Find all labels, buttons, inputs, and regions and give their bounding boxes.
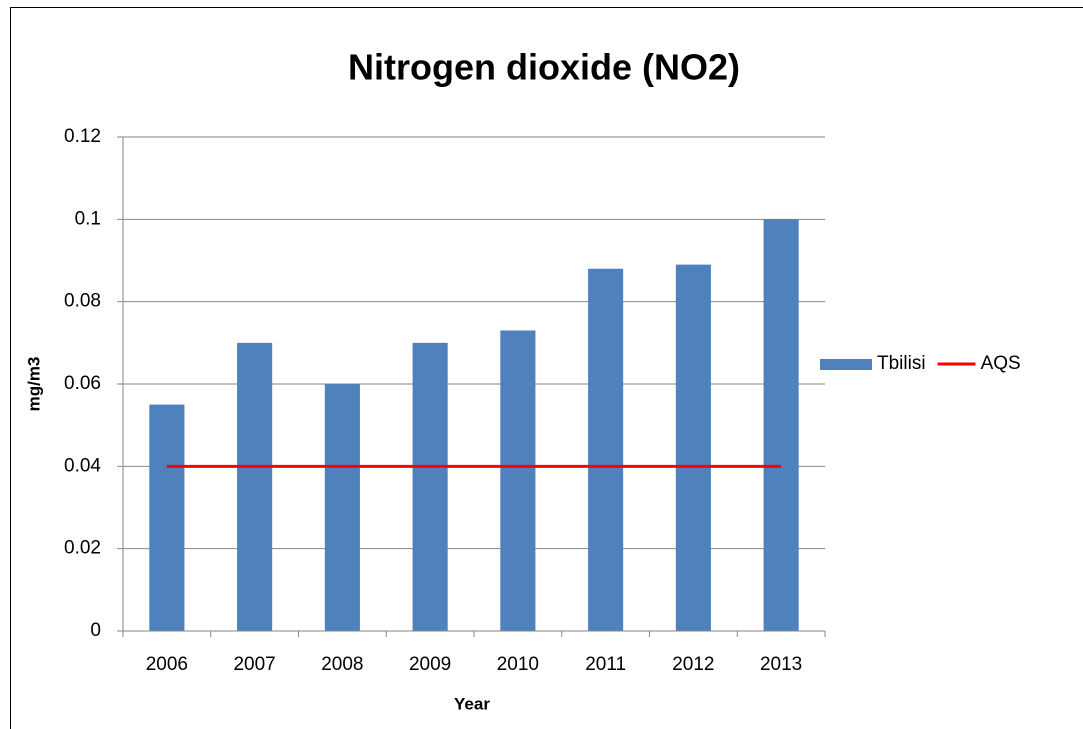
y-tick-label: 0.12 [64, 126, 101, 147]
y-tick-label: 0 [90, 620, 101, 641]
y-tick-label: 0.04 [64, 455, 101, 476]
chart-title: Nitrogen dioxide (NO2) [348, 47, 740, 88]
x-tick-label: 2009 [409, 654, 451, 675]
legend-label: Tbilisi [877, 353, 926, 374]
x-tick-label: 2013 [760, 654, 802, 675]
legend-label: AQS [981, 353, 1021, 374]
y-tick-label: 0.08 [64, 291, 101, 312]
y-tick-label: 0.02 [64, 538, 101, 559]
y-axis-label: mg/m3 [24, 357, 43, 412]
bar [324, 384, 360, 631]
bar [588, 268, 624, 631]
x-tick-label: 2011 [585, 654, 626, 675]
x-tick-label: 2012 [672, 654, 714, 675]
y-tick-label: 0.1 [75, 208, 101, 229]
legend-swatch [820, 359, 872, 370]
x-tick-label: 2006 [146, 654, 188, 675]
bar [500, 330, 536, 631]
bar [675, 264, 711, 631]
bar [412, 342, 448, 631]
bar [763, 219, 799, 632]
x-tick-label: 2010 [497, 654, 539, 675]
bar [149, 404, 185, 631]
bar [237, 342, 273, 631]
x-tick-label: 2007 [233, 654, 275, 675]
y-tick-label: 0.06 [64, 373, 101, 394]
x-axis-label: Year [454, 694, 490, 713]
x-tick-label: 2008 [321, 654, 363, 675]
